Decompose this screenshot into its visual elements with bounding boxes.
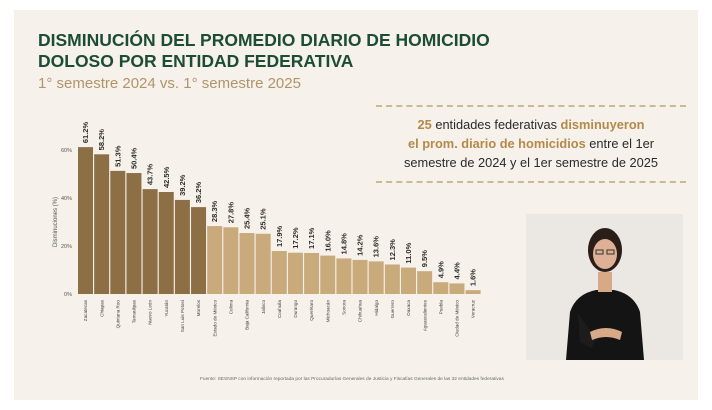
- bar-value-label: 12.3%: [388, 239, 397, 261]
- x-tick-label: Veracruz: [471, 299, 476, 318]
- callout-part2: entre el 1er: [589, 136, 655, 151]
- bar-value-label: 27.8%: [226, 202, 235, 224]
- bar-value-label: 17.2%: [291, 227, 300, 249]
- callout-count: 25: [417, 117, 432, 132]
- bar: [174, 199, 190, 294]
- page-title: DISMINUCIÓN DEL PROMEDIO DIARIO DE HOMIC…: [38, 30, 490, 71]
- bar: [368, 261, 384, 294]
- slide: DISMINUCIÓN DEL PROMEDIO DIARIO DE HOMIC…: [14, 10, 698, 400]
- bar-value-label: 1.6%: [469, 269, 478, 286]
- bar-value-label: 17.9%: [275, 225, 284, 247]
- y-tick-label: 20%: [61, 244, 72, 250]
- x-tick-label: Querétaro: [309, 300, 314, 321]
- x-tick-label: Morelos: [196, 299, 201, 316]
- bar-value-label: 16.0%: [323, 230, 332, 252]
- x-tick-label: Nuevo León: [148, 300, 153, 325]
- x-tick-label: Durango: [293, 300, 298, 318]
- bar-chart: Disminuciones (%) 0% 20% 40% 60% 61.2% Zacatec…: [53, 122, 481, 337]
- bar: [239, 233, 255, 294]
- x-tick-label: Sonora: [342, 300, 347, 315]
- bar: [352, 259, 368, 294]
- bar-value-label: 14.2%: [356, 234, 365, 256]
- bar-value-label: 28.3%: [210, 200, 219, 222]
- bar: [255, 233, 271, 294]
- presenter-figure: [526, 214, 683, 360]
- bar-value-label: 25.1%: [259, 208, 268, 230]
- x-tick-label: Zacatecas: [83, 299, 88, 321]
- bar: [417, 271, 433, 294]
- bar-value-label: 50.4%: [129, 147, 138, 169]
- bar: [78, 147, 93, 294]
- bar-value-label: 58.2%: [97, 129, 106, 151]
- bar-value-label: 25.4%: [243, 207, 252, 229]
- x-tick-label: Colima: [228, 300, 233, 315]
- bar: [449, 283, 465, 294]
- bar: [191, 207, 207, 294]
- bar: [336, 258, 352, 294]
- x-tick-label: Oaxaca: [406, 300, 411, 316]
- bar: [271, 251, 287, 294]
- y-tick-label: 0%: [64, 292, 72, 298]
- bar-value-label: 17.1%: [307, 227, 316, 249]
- callout-accent1: disminuyeron: [560, 117, 645, 132]
- presenter-video: [526, 214, 683, 360]
- bar-value-label: 4.9%: [436, 261, 445, 278]
- x-tick-label: Estado de México: [212, 300, 217, 337]
- bar: [94, 154, 110, 294]
- x-tick-label: Yucatán: [164, 300, 169, 317]
- bar-value-label: 4.4%: [452, 262, 461, 279]
- x-tick-label: Coahuila: [277, 300, 282, 319]
- bar: [126, 173, 142, 294]
- x-tick-label: Michoacán: [325, 300, 330, 323]
- bar: [384, 264, 400, 294]
- bar: [142, 189, 158, 294]
- bar: [287, 252, 303, 294]
- x-tick-label: Tamaulipas: [132, 299, 137, 323]
- bar: [207, 226, 223, 294]
- summary-callout: 25 entidades federativas disminuyeron el…: [376, 105, 686, 183]
- bar-value-label: 42.5%: [162, 166, 171, 188]
- bar: [401, 267, 416, 294]
- chart-source-note: Fuente: SESNSP con información reportada…: [200, 377, 504, 382]
- bar: [433, 282, 449, 294]
- bar-value-label: 36.2%: [194, 182, 203, 204]
- bar-value-label: 13.6%: [372, 236, 381, 258]
- bar-value-label: 14.8%: [339, 233, 348, 255]
- bar-value-label: 51.3%: [113, 145, 122, 167]
- x-tick-label: Quintana Roo: [115, 300, 120, 329]
- bar: [320, 255, 336, 294]
- bar: [110, 170, 126, 294]
- y-axis-label: Disminuciones (%): [53, 197, 59, 247]
- bar: [158, 192, 174, 294]
- callout-line3: semestre de 2024 y el 1er semestre de 20…: [404, 155, 658, 170]
- callout-part1: entidades federativas: [435, 117, 557, 132]
- callout-accent2: el prom. diario de homicidios: [407, 136, 586, 151]
- x-tick-label: Aguascalientes: [422, 299, 427, 331]
- y-tick-label: 40%: [61, 196, 72, 202]
- bar-value-label: 43.7%: [146, 164, 155, 186]
- y-tick-label: 60%: [61, 148, 72, 154]
- bar-value-label: 39.2%: [178, 174, 187, 196]
- x-tick-label: Hidalgo: [374, 300, 379, 316]
- x-tick-label: San Luis Potosí: [180, 299, 185, 332]
- bar: [223, 227, 239, 294]
- page-subtitle: 1° semestre 2024 vs. 1° semestre 2025: [38, 75, 301, 92]
- x-tick-label: Ciudad de México: [455, 300, 460, 337]
- bar-value-label: 61.2%: [81, 122, 90, 144]
- x-tick-label: Puebla: [438, 300, 443, 315]
- x-tick-label: Baja California: [245, 300, 250, 330]
- x-tick-label: Chiapas: [99, 299, 104, 317]
- x-tick-label: Jalisco: [261, 300, 266, 314]
- x-tick-label: Guerrero: [390, 300, 395, 319]
- bar-value-label: 11.0%: [404, 242, 413, 263]
- bar: [304, 252, 320, 294]
- bar-value-label: 9.5%: [420, 250, 429, 267]
- bar: [465, 290, 481, 294]
- x-tick-label: Chihuahua: [358, 300, 363, 323]
